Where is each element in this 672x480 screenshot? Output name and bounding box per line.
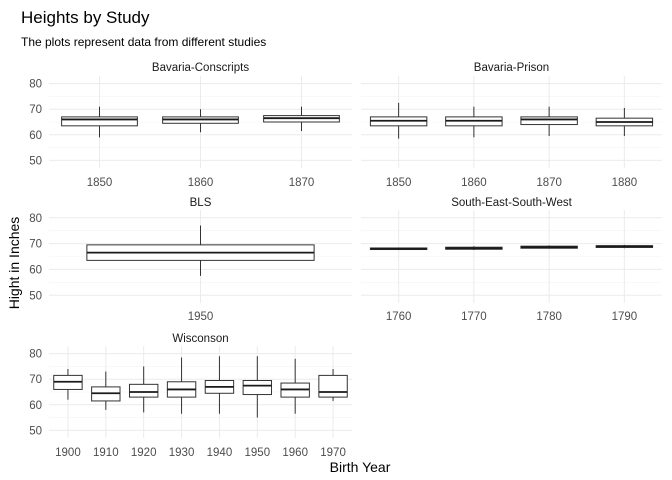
boxplot-box <box>242 356 273 418</box>
x-tick-label: 1860 <box>461 177 487 189</box>
boxplot-box <box>162 109 239 133</box>
x-tick-label: 1920 <box>131 447 157 459</box>
x-tick-label: 1850 <box>87 177 113 189</box>
x-tick-label: 1870 <box>536 177 562 189</box>
y-tick-label: 70 <box>29 374 42 386</box>
boxplot-box <box>369 102 428 139</box>
facet-panel: Bavaria-Prison 1850 1860 1870 1880 <box>361 62 662 189</box>
x-tick-label: 1970 <box>320 447 346 459</box>
boxplot-box <box>204 356 235 414</box>
x-tick-label: 1940 <box>207 447 233 459</box>
y-tick-label: 70 <box>29 239 42 251</box>
boxplot-box <box>280 358 310 414</box>
x-tick-label: 1900 <box>55 447 81 459</box>
iqr-box <box>242 380 273 396</box>
facet-strip-label: BLS <box>190 197 212 209</box>
boxplot-box <box>263 106 340 131</box>
boxplot-box <box>86 225 315 276</box>
facet-strip-label: Bavaria-Prison <box>474 62 549 74</box>
boxplot-box <box>128 366 159 413</box>
boxplot-box <box>595 107 654 137</box>
y-tick-label: 60 <box>29 264 42 276</box>
boxplot-box <box>318 369 348 401</box>
y-axis-title: Hight in Inches <box>6 217 22 310</box>
boxplot-box <box>53 369 83 400</box>
facet-panel: 50 60 70 80 Wisconson 1900 1910 1920 1930 1940 195… <box>29 333 352 459</box>
iqr-box <box>61 116 138 127</box>
boxplot-box <box>166 357 197 414</box>
y-tick-label: 60 <box>29 400 42 412</box>
x-tick-label: 1910 <box>93 447 119 459</box>
x-tick-label: 1760 <box>386 311 412 323</box>
boxplot-box <box>445 246 503 251</box>
x-tick-label: 1930 <box>169 447 195 459</box>
x-tick-label: 1950 <box>188 311 214 323</box>
y-tick-label: 50 <box>29 155 42 167</box>
facet-panel: 50 60 70 80 Bavaria-Conscripts 1850 1860 1870 <box>29 62 352 189</box>
y-tick-label: 70 <box>29 104 42 116</box>
x-tick-label: 1950 <box>245 447 271 459</box>
y-tick-label: 80 <box>29 349 42 361</box>
y-tick-label: 50 <box>29 290 42 302</box>
chart-subtitle: The plots represent data from different … <box>21 35 266 49</box>
iqr-box <box>128 383 159 398</box>
y-tick-label: 80 <box>29 79 42 91</box>
x-tick-label: 1850 <box>386 177 412 189</box>
x-tick-label: 1880 <box>612 177 638 189</box>
boxplot-box <box>445 106 503 138</box>
iqr-box <box>520 116 578 126</box>
facet-panel: 50 60 70 80 BLS 1950 <box>29 197 352 323</box>
y-tick-label: 80 <box>29 213 42 225</box>
boxplot-box <box>520 245 578 249</box>
facet-strip-label: South-East-South-West <box>451 197 572 209</box>
x-tick-label: 1860 <box>188 177 214 189</box>
x-tick-label: 1770 <box>461 311 487 323</box>
boxplot-box <box>61 106 138 138</box>
x-tick-label: 1960 <box>282 447 308 459</box>
x-axis-title: Birth Year <box>330 459 391 475</box>
iqr-box <box>318 374 348 398</box>
facet-strip-label: Bavaria-Conscripts <box>152 62 249 74</box>
chart-title: Heights by Study <box>21 8 150 27</box>
facet-strip-label: Wisconson <box>172 333 228 345</box>
boxplot-box <box>595 244 654 249</box>
boxplot-box <box>91 371 121 410</box>
boxplot-box <box>520 106 578 137</box>
facet-panel: South-East-South-West 1760 1770 1780 1790 <box>361 197 662 323</box>
boxplot-box <box>369 247 428 251</box>
x-tick-label: 1790 <box>612 311 638 323</box>
y-tick-label: 60 <box>29 130 42 142</box>
x-tick-label: 1780 <box>536 311 562 323</box>
y-tick-label: 50 <box>29 425 42 437</box>
x-tick-label: 1870 <box>289 177 315 189</box>
